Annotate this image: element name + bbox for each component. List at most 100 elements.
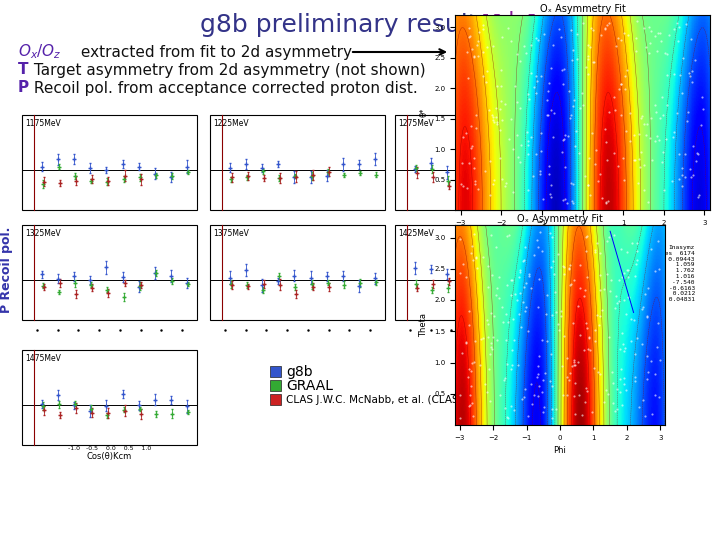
- Point: [657, 158, 668, 166]
- Point: [463, 402, 474, 410]
- Point: [454, 391, 466, 400]
- Point: [581, 323, 593, 332]
- Point: [477, 48, 489, 56]
- Point: [583, 334, 595, 342]
- Point: [470, 253, 482, 262]
- Point: [536, 72, 547, 81]
- Point: [466, 367, 477, 375]
- Text: $O_x/O_z$: $O_x/O_z$: [18, 43, 62, 62]
- Point: [544, 190, 556, 199]
- Point: [558, 263, 570, 272]
- Point: [550, 404, 562, 413]
- Point: [567, 319, 579, 327]
- X-axis label: φ: φ: [580, 231, 585, 240]
- Point: [518, 283, 529, 292]
- Point: [570, 361, 581, 369]
- Point: [570, 126, 582, 135]
- Point: [491, 82, 503, 90]
- Point: [481, 43, 492, 52]
- Point: [673, 22, 685, 31]
- Point: [545, 105, 557, 114]
- Point: [621, 248, 633, 256]
- Point: [579, 172, 590, 180]
- Point: [495, 390, 506, 399]
- Point: [538, 402, 549, 411]
- Point: [690, 157, 701, 165]
- Point: [682, 117, 693, 125]
- Point: [526, 132, 537, 141]
- Point: [562, 131, 574, 140]
- Point: [547, 256, 559, 265]
- Point: [495, 82, 507, 90]
- Point: [472, 37, 484, 45]
- Point: [546, 311, 557, 320]
- Point: [526, 400, 538, 408]
- Point: [689, 55, 701, 64]
- Point: [558, 332, 570, 340]
- Point: [691, 148, 703, 157]
- Point: [545, 262, 557, 271]
- Point: [668, 25, 680, 33]
- Point: [485, 339, 497, 348]
- Point: [636, 340, 648, 348]
- Point: [523, 94, 535, 103]
- Point: [482, 261, 494, 270]
- Bar: [270, 394, 281, 405]
- Point: [565, 111, 577, 119]
- Point: [508, 336, 520, 345]
- Point: [609, 106, 621, 114]
- Point: [611, 299, 622, 307]
- Point: [582, 345, 594, 354]
- Point: [506, 360, 518, 369]
- Point: [506, 275, 518, 284]
- Point: [562, 373, 573, 381]
- Point: [603, 332, 614, 341]
- Point: [496, 174, 508, 183]
- Point: [474, 28, 485, 37]
- Point: [454, 413, 466, 422]
- Point: [600, 138, 611, 146]
- Point: [622, 30, 634, 39]
- Y-axis label: Theta: Theta: [420, 313, 428, 337]
- Point: [684, 71, 696, 80]
- Point: [662, 101, 673, 110]
- Point: [586, 408, 598, 416]
- Point: [538, 376, 549, 385]
- Text: 1475MeV: 1475MeV: [25, 354, 61, 363]
- Point: [574, 330, 585, 339]
- Point: [464, 33, 475, 42]
- Point: [523, 272, 534, 280]
- Point: [456, 159, 468, 167]
- Point: [543, 162, 554, 171]
- Point: [518, 393, 530, 401]
- Point: [577, 88, 588, 97]
- Point: [630, 46, 642, 55]
- Point: [523, 327, 534, 335]
- Point: [649, 267, 661, 275]
- Point: [668, 69, 680, 78]
- Point: [593, 320, 605, 329]
- Point: [660, 134, 672, 143]
- Point: [582, 387, 593, 395]
- Point: [537, 194, 549, 203]
- Point: [647, 156, 658, 164]
- Point: [615, 110, 626, 119]
- Point: [671, 18, 683, 27]
- Point: [532, 392, 544, 401]
- Point: [672, 150, 684, 158]
- Point: [534, 227, 546, 236]
- Point: [642, 284, 654, 292]
- Point: [618, 296, 630, 305]
- Point: [603, 107, 615, 116]
- Point: [577, 19, 589, 28]
- Point: [518, 42, 529, 51]
- Point: [638, 23, 649, 32]
- Point: [620, 310, 631, 319]
- Point: [610, 292, 621, 300]
- Point: [581, 319, 593, 327]
- Point: [584, 333, 595, 341]
- Point: [457, 260, 469, 269]
- Point: [567, 46, 579, 55]
- Point: [461, 184, 472, 192]
- Point: [558, 270, 570, 279]
